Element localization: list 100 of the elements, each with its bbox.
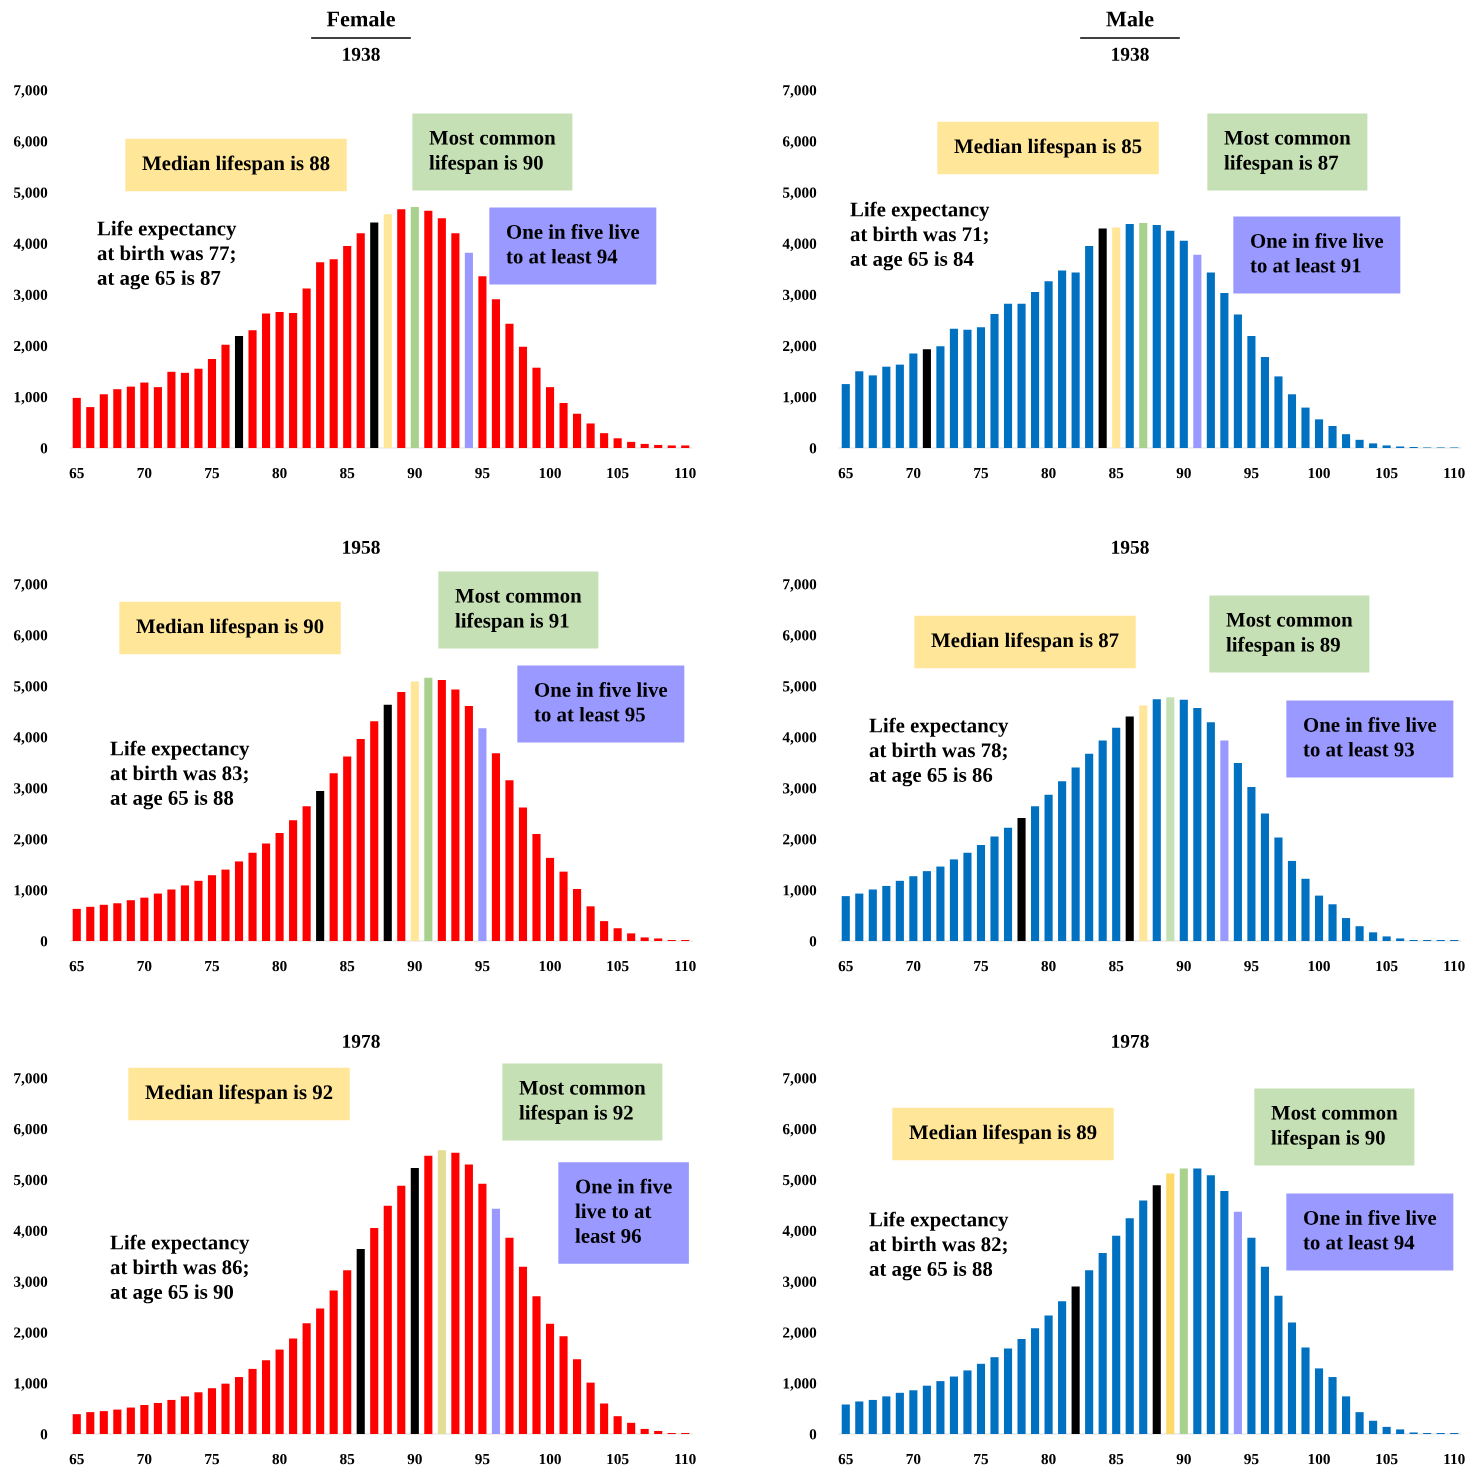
bar xyxy=(1206,1175,1215,1434)
x-tick-label: 100 xyxy=(1308,960,1330,972)
x-tick-label: 80 xyxy=(272,960,287,972)
bar xyxy=(1301,407,1310,448)
bar xyxy=(882,366,891,448)
bar xyxy=(180,885,189,941)
annotation: Median lifespan is 92 xyxy=(145,1084,333,1104)
bar xyxy=(329,1290,338,1434)
bar xyxy=(627,933,636,941)
bar xyxy=(1085,1270,1094,1434)
bar xyxy=(262,843,271,941)
bar xyxy=(909,353,918,448)
y-tick-label: 2,000 xyxy=(14,834,48,847)
bar xyxy=(922,1385,931,1434)
bar xyxy=(518,346,528,448)
annotation: Most common lifespan is 89 xyxy=(1226,612,1353,656)
x-tick-label: 80 xyxy=(272,467,287,479)
bar xyxy=(207,1388,217,1434)
bar xyxy=(990,836,999,941)
bar xyxy=(383,704,392,941)
bar xyxy=(654,444,663,448)
y-tick-label: 4,000 xyxy=(782,1225,817,1239)
bar xyxy=(559,402,568,448)
annotation: Most common lifespan is 91 xyxy=(455,588,582,632)
bar xyxy=(1152,1185,1161,1434)
y-tick-label: 2,000 xyxy=(783,1327,817,1340)
bar xyxy=(1017,1338,1026,1434)
bar xyxy=(895,1392,904,1434)
y-tick-label: 5,000 xyxy=(783,187,817,200)
y-tick-label: 4,000 xyxy=(13,732,48,745)
bar xyxy=(1125,1218,1134,1434)
bar xyxy=(302,1323,311,1434)
y-tick-label: 1,000 xyxy=(783,1378,817,1391)
bar xyxy=(1139,1200,1148,1434)
bar xyxy=(532,1296,541,1434)
x-tick-label: 100 xyxy=(1308,467,1330,479)
y-tick-label: 0 xyxy=(809,1429,817,1440)
y-tick-label: 1,000 xyxy=(14,392,48,405)
x-tick-label: 105 xyxy=(607,960,629,972)
x-tick-label: 105 xyxy=(607,467,629,479)
y-tick-label: 7,000 xyxy=(14,85,48,98)
x-tick-label: 100 xyxy=(1308,1453,1330,1465)
bar xyxy=(1369,443,1378,448)
bar xyxy=(1369,1420,1378,1434)
bar xyxy=(613,438,622,448)
x-tick-label: 95 xyxy=(475,960,490,972)
x-tick-label: 85 xyxy=(340,1453,355,1465)
x-tick-label: 85 xyxy=(340,467,355,479)
bar xyxy=(1220,740,1229,941)
y-tick-label: 1,000 xyxy=(14,1378,48,1391)
y-tick-label: 4,000 xyxy=(782,238,817,252)
annotation: One in five live to at least 94 xyxy=(506,224,640,264)
bar xyxy=(1274,376,1283,448)
y-tick-label: 0 xyxy=(809,443,817,454)
y-tick-label: 3,000 xyxy=(13,783,48,796)
bar xyxy=(194,880,203,941)
bar xyxy=(518,1266,528,1434)
bar xyxy=(654,1430,663,1434)
bar xyxy=(262,1360,271,1434)
bar xyxy=(343,1270,352,1434)
bar xyxy=(1017,303,1026,448)
bar xyxy=(491,1208,500,1434)
bar xyxy=(681,445,690,448)
bar xyxy=(356,1248,365,1434)
bar xyxy=(976,1363,986,1434)
bar xyxy=(1017,818,1026,941)
y-tick-label: 3,000 xyxy=(782,783,817,796)
bar xyxy=(397,692,406,941)
bar xyxy=(532,367,541,448)
bar xyxy=(600,433,609,448)
bar xyxy=(990,1357,999,1434)
bar xyxy=(1193,254,1202,448)
bar xyxy=(1342,918,1351,941)
bar xyxy=(505,1237,514,1434)
x-tick-label: 75 xyxy=(205,1454,220,1465)
bar xyxy=(316,262,325,448)
bar xyxy=(72,397,81,448)
bar xyxy=(545,1323,555,1434)
bar xyxy=(1179,240,1188,448)
bar xyxy=(1287,394,1297,448)
y-tick-label: 5,000 xyxy=(783,681,817,694)
bar xyxy=(1031,292,1040,448)
bar xyxy=(1112,227,1121,448)
bar xyxy=(234,1377,244,1434)
bar xyxy=(505,323,514,448)
bar xyxy=(1382,445,1391,448)
y-tick-label: 5,000 xyxy=(14,681,48,694)
bar xyxy=(1274,1295,1283,1434)
bar xyxy=(505,780,514,941)
bar xyxy=(329,259,338,448)
bar xyxy=(370,222,379,448)
bar xyxy=(1355,926,1364,941)
y-tick-label: 6,000 xyxy=(782,630,817,643)
x-tick-label: 80 xyxy=(1041,960,1056,972)
x-tick-label: 85 xyxy=(1109,960,1124,972)
annotation: Most common lifespan is 90 xyxy=(429,130,556,174)
bar xyxy=(248,330,257,448)
annotation: One in five live to at least 94 xyxy=(1303,1210,1437,1250)
y-tick-label: 2,000 xyxy=(14,340,48,354)
bar xyxy=(1193,707,1202,941)
